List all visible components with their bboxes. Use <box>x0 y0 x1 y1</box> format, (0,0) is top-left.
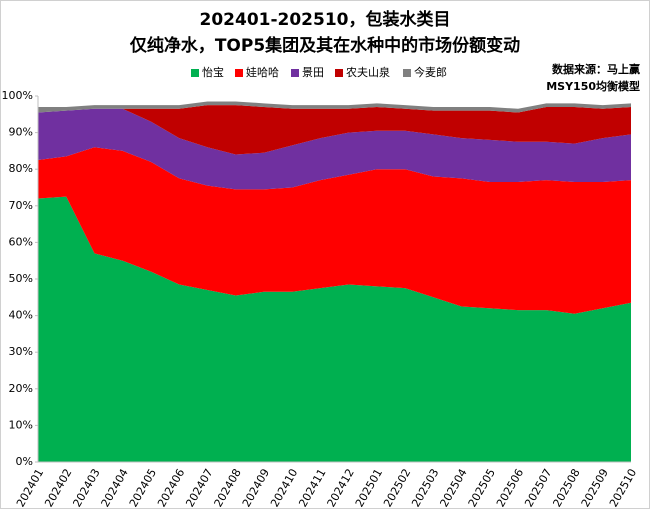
legend-swatch <box>335 69 343 77</box>
y-tick-label: 60% <box>9 235 33 248</box>
legend-swatch <box>235 69 243 77</box>
area <box>38 105 631 155</box>
legend-label: 娃哈哈 <box>246 66 279 79</box>
legend-label: 农夫山泉 <box>346 65 390 79</box>
y-tick-label: 70% <box>9 199 33 212</box>
legend-label: 怡宝 <box>202 65 224 79</box>
legend-label: 景田 <box>302 66 324 79</box>
y-tick-label: 90% <box>9 126 33 139</box>
legend-swatch <box>191 69 199 77</box>
y-tick-label: 0% <box>16 455 33 468</box>
y-tick-label: 30% <box>9 345 33 358</box>
area <box>38 108 631 190</box>
chart-title: 202401-202510，包装水类目 <box>200 9 451 30</box>
y-tick-label: 10% <box>9 418 33 431</box>
legend-swatch <box>291 69 299 77</box>
y-tick-label: 20% <box>9 382 33 395</box>
annotation: 数据来源：马上赢 <box>552 62 640 76</box>
legend-label: 今麦郎 <box>414 65 447 79</box>
area <box>38 101 631 113</box>
legend-swatch <box>403 69 411 77</box>
y-tick-label: 50% <box>9 272 33 285</box>
area <box>38 196 631 462</box>
y-tick-label: 100% <box>2 89 33 102</box>
y-tick-label: 80% <box>9 162 33 175</box>
annotation: MSY150均衡模型 <box>546 79 640 93</box>
area <box>38 147 631 314</box>
chart-subtitle: 仅纯净水，TOP5集团及其在水种中的市场份额变动 <box>129 35 520 56</box>
y-tick-label: 40% <box>9 309 33 322</box>
